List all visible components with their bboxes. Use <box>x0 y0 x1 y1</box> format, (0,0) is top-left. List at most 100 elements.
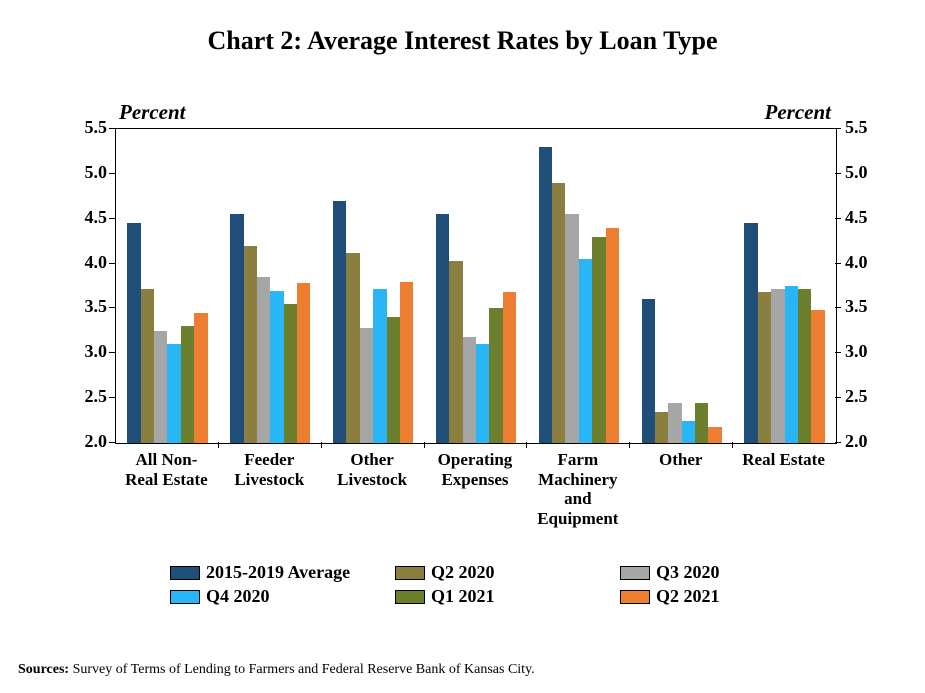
plot-area <box>115 128 837 444</box>
bar <box>297 283 310 443</box>
bar <box>682 421 695 443</box>
legend-item: Q3 2020 <box>620 562 720 583</box>
y-tick-mark <box>835 307 841 308</box>
y-tick-mark <box>835 173 841 174</box>
bar <box>449 261 462 443</box>
bar <box>346 253 359 443</box>
bar <box>373 289 386 443</box>
y-tick-label-left: 3.5 <box>67 296 107 317</box>
bar <box>141 289 154 443</box>
y-tick-label-left: 5.5 <box>67 117 107 138</box>
category-label: FarmMachineryandEquipment <box>528 450 627 528</box>
y-tick-mark <box>109 397 115 398</box>
bar <box>387 317 400 443</box>
bar <box>127 223 140 443</box>
legend-label: Q1 2021 <box>431 586 495 607</box>
bar <box>400 282 413 443</box>
bar <box>565 214 578 443</box>
legend-label: Q2 2020 <box>431 562 495 583</box>
bar <box>333 201 346 443</box>
legend-swatch <box>395 590 425 604</box>
category-tick <box>526 442 527 448</box>
y-tick-mark <box>109 307 115 308</box>
y-axis-label-right: Percent <box>765 100 831 125</box>
bar <box>811 310 824 443</box>
y-tick-label-right: 2.0 <box>845 431 868 452</box>
category-label: All Non-Real Estate <box>117 450 216 489</box>
legend-label: Q3 2020 <box>656 562 720 583</box>
bar <box>244 246 257 443</box>
legend-label: Q4 2020 <box>206 586 270 607</box>
y-tick-label-right: 5.0 <box>845 162 868 183</box>
legend-swatch <box>170 590 200 604</box>
bar <box>642 299 655 443</box>
category-label: OtherLivestock <box>323 450 422 489</box>
sources-body: Survey of Terms of Lending to Farmers an… <box>69 662 535 677</box>
bar <box>194 313 207 443</box>
y-tick-mark <box>835 397 841 398</box>
bar <box>798 289 811 443</box>
bar <box>592 237 605 443</box>
y-tick-mark <box>109 173 115 174</box>
y-tick-mark <box>835 263 841 264</box>
bar <box>181 326 194 443</box>
bar <box>230 214 243 443</box>
bar <box>695 403 708 443</box>
bar <box>708 427 721 443</box>
y-tick-label-left: 2.0 <box>67 431 107 452</box>
legend-swatch <box>620 566 650 580</box>
bar <box>257 277 270 443</box>
category-tick <box>732 442 733 448</box>
bar <box>476 344 489 443</box>
bar <box>284 304 297 443</box>
legend-item: 2015-2019 Average <box>170 562 350 583</box>
bar <box>668 403 681 443</box>
y-tick-mark <box>109 263 115 264</box>
bar <box>655 412 668 443</box>
bar <box>785 286 798 443</box>
y-tick-mark <box>109 218 115 219</box>
bar <box>606 228 619 443</box>
legend-item: Q4 2020 <box>170 586 270 607</box>
legend-item: Q2 2020 <box>395 562 495 583</box>
y-tick-label-left: 5.0 <box>67 162 107 183</box>
category-label: OperatingExpenses <box>426 450 525 489</box>
legend-item: Q1 2021 <box>395 586 495 607</box>
bar <box>771 289 784 443</box>
y-tick-mark <box>109 128 115 129</box>
y-axis-label-left: Percent <box>119 100 185 125</box>
bar <box>579 259 592 443</box>
legend-label: 2015-2019 Average <box>206 562 350 583</box>
y-tick-label-left: 4.5 <box>67 207 107 228</box>
category-label: Real Estate <box>734 450 833 470</box>
y-tick-label-right: 3.5 <box>845 296 868 317</box>
category-label: Other <box>631 450 730 470</box>
y-tick-mark <box>835 352 841 353</box>
bar <box>503 292 516 443</box>
bar <box>154 331 167 443</box>
bar <box>489 308 502 443</box>
bar <box>167 344 180 443</box>
chart-container: Chart 2: Average Interest Rates by Loan … <box>0 0 925 693</box>
y-tick-mark <box>835 442 841 443</box>
category-tick <box>424 442 425 448</box>
y-tick-label-left: 3.0 <box>67 341 107 362</box>
bar <box>552 183 565 443</box>
y-tick-mark <box>835 218 841 219</box>
bar <box>539 147 552 443</box>
legend-item: Q2 2021 <box>620 586 720 607</box>
y-tick-mark <box>835 128 841 129</box>
sources-prefix: Sources: <box>18 662 69 677</box>
category-tick <box>218 442 219 448</box>
legend-swatch <box>395 566 425 580</box>
legend-swatch <box>170 566 200 580</box>
category-tick <box>321 442 322 448</box>
y-tick-label-right: 5.5 <box>845 117 868 138</box>
y-tick-label-right: 4.0 <box>845 252 868 273</box>
y-tick-label-left: 4.0 <box>67 252 107 273</box>
bar <box>436 214 449 443</box>
category-tick <box>629 442 630 448</box>
chart-title: Chart 2: Average Interest Rates by Loan … <box>0 26 925 56</box>
y-tick-label-left: 2.5 <box>67 386 107 407</box>
sources-text: Sources: Survey of Terms of Lending to F… <box>18 662 535 678</box>
